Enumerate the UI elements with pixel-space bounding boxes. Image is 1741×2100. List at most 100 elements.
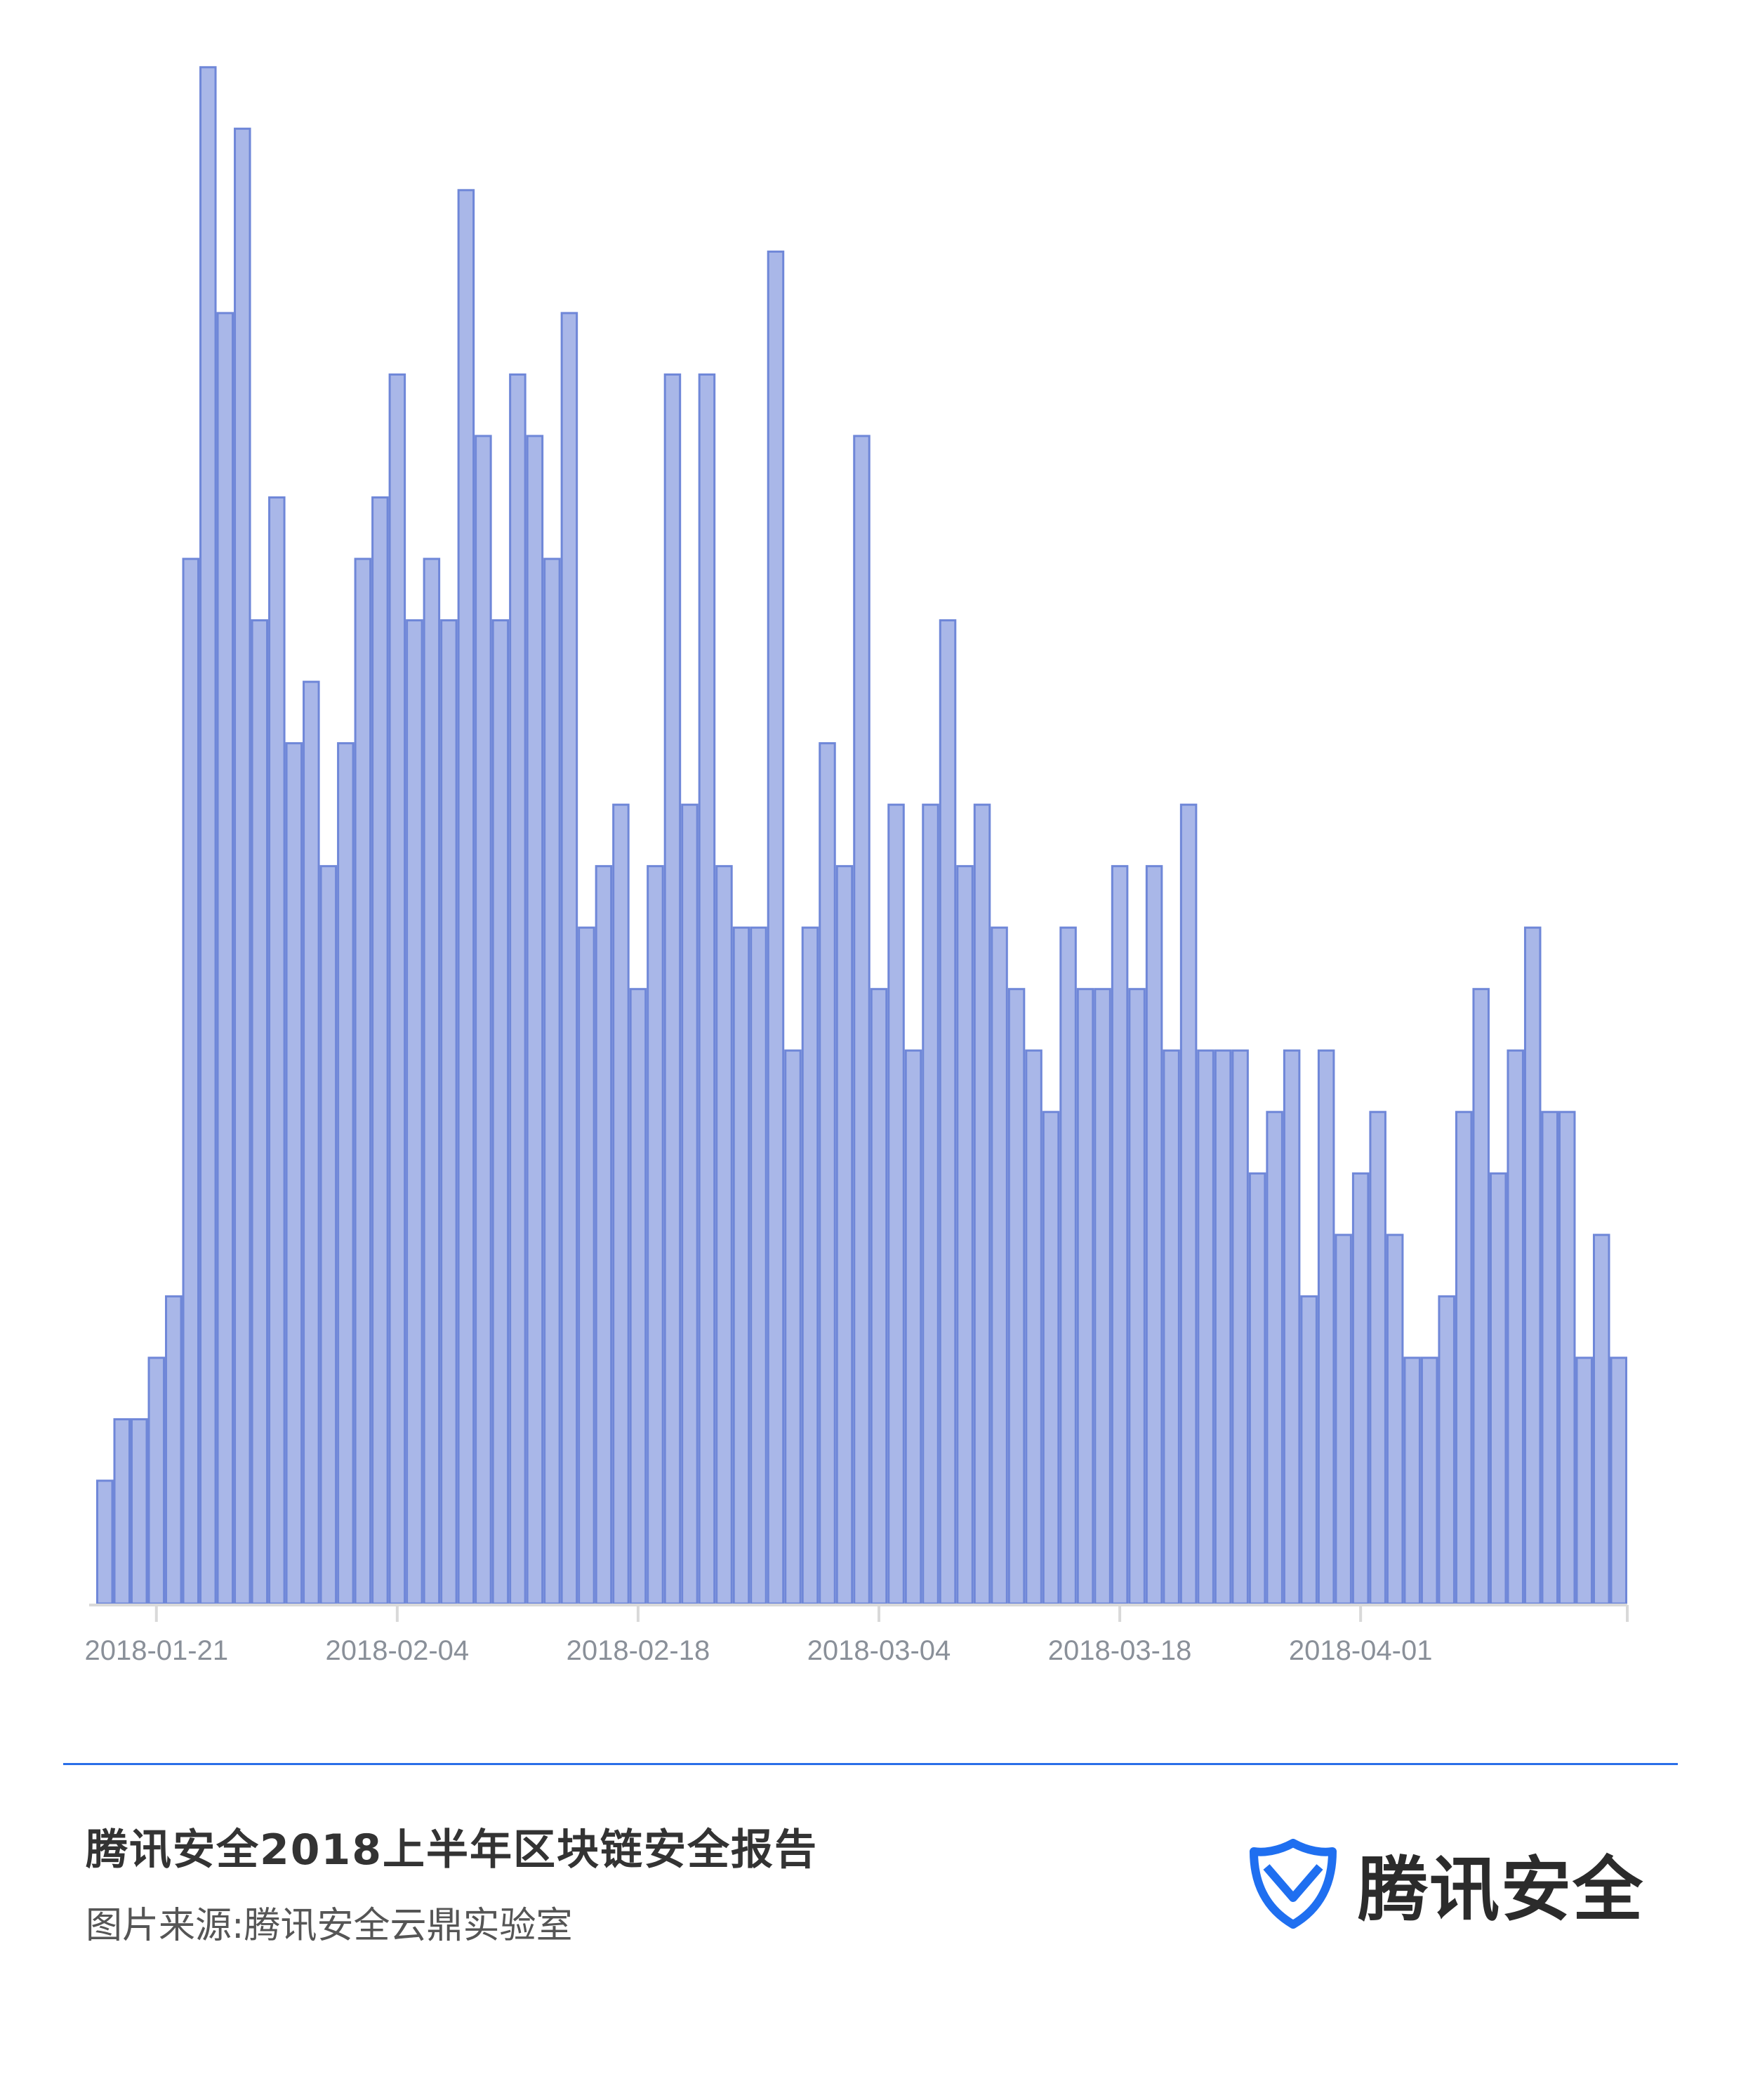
bar (1300, 1295, 1318, 1605)
bar (1523, 926, 1542, 1605)
bar (1128, 988, 1146, 1605)
bar (1403, 1356, 1421, 1605)
x-tick-label: 2018-02-18 (567, 1635, 710, 1666)
bar (750, 926, 767, 1605)
bar (853, 435, 870, 1605)
bar (1163, 1049, 1180, 1605)
bar (371, 496, 389, 1605)
bar (1076, 988, 1094, 1605)
bar (784, 1049, 802, 1605)
bars-group (96, 66, 1628, 1605)
bar (578, 926, 595, 1605)
bar (1248, 1172, 1266, 1605)
bar (1042, 1111, 1060, 1605)
bar (1455, 1111, 1473, 1605)
bar (131, 1418, 148, 1605)
bar (113, 1418, 131, 1605)
bar (681, 803, 699, 1605)
bar (251, 619, 269, 1605)
bar (354, 557, 372, 1605)
bar (767, 250, 785, 1605)
bar (182, 557, 200, 1605)
x-tick-label: 2018-03-18 (1048, 1635, 1192, 1666)
bar (1179, 803, 1198, 1605)
bar (96, 1479, 114, 1605)
report-title: 腾讯安全2018上半年区块链安全报告 (86, 1825, 818, 1875)
bar (1111, 865, 1129, 1605)
bar (801, 926, 819, 1605)
bar (285, 742, 303, 1605)
bar (509, 373, 527, 1605)
bar (337, 742, 355, 1605)
bar (1351, 1172, 1370, 1605)
x-tick-label: 2018-03-04 (807, 1635, 951, 1666)
bar (1214, 1049, 1232, 1605)
bar (819, 742, 836, 1605)
bar (1558, 1111, 1576, 1605)
bar (612, 803, 630, 1605)
bar (629, 988, 647, 1605)
bar (199, 66, 217, 1605)
bar-chart: 2018-01-21 2018-02-04 2018-02-18 2018-03-04… (84, 66, 1629, 1666)
bar (939, 619, 957, 1605)
bar (1438, 1295, 1455, 1605)
bar (268, 496, 286, 1605)
bar (698, 373, 716, 1605)
bar (870, 988, 888, 1605)
bar (526, 435, 544, 1605)
bar (1266, 1111, 1283, 1605)
bar (973, 803, 991, 1605)
bar (147, 1356, 166, 1605)
bar (165, 1295, 183, 1605)
tencent-security-logo: 腾讯安全 (1250, 1832, 1644, 1934)
bar (1592, 1234, 1610, 1605)
bar (647, 865, 664, 1605)
bar (715, 865, 733, 1605)
bar (1317, 1049, 1335, 1605)
bar (543, 557, 561, 1605)
bar (1369, 1111, 1386, 1605)
bar (1541, 1111, 1558, 1605)
bar (319, 865, 338, 1605)
shield-check-icon (1250, 1838, 1337, 1929)
bar (423, 557, 441, 1605)
bar (1335, 1234, 1352, 1605)
footer-divider (63, 1763, 1678, 1765)
bar (1575, 1356, 1593, 1605)
bar (303, 680, 320, 1605)
x-ticks-group: 2018-01-21 2018-02-04 2018-02-18 2018-03-04… (84, 1605, 1629, 1666)
bar (956, 865, 974, 1605)
x-tick-label: 2018-04-01 (1289, 1635, 1433, 1666)
bar (732, 926, 750, 1605)
bar (1025, 1049, 1042, 1605)
bar (1507, 1049, 1524, 1605)
bar (1094, 988, 1111, 1605)
bar (1420, 1356, 1438, 1605)
bar (457, 189, 475, 1605)
bar (1610, 1356, 1628, 1605)
bar (922, 803, 939, 1605)
bar (1489, 1172, 1507, 1605)
bar (216, 312, 234, 1605)
x-tick-label: 2018-02-04 (326, 1635, 470, 1666)
bar (475, 435, 492, 1605)
bar (1059, 926, 1077, 1605)
bar (595, 865, 613, 1605)
bar (835, 865, 854, 1605)
bar (1007, 988, 1026, 1605)
bar (1145, 865, 1163, 1605)
bar (1197, 1049, 1214, 1605)
bar (406, 619, 423, 1605)
bar (1231, 1049, 1249, 1605)
bar (663, 373, 682, 1605)
bar (560, 312, 578, 1605)
x-tick-label: 2018-01-21 (84, 1635, 228, 1666)
bar (991, 926, 1008, 1605)
logo-text: 腾讯安全 (1358, 1849, 1644, 1931)
bar (1472, 988, 1490, 1605)
bar (388, 373, 406, 1605)
bar (1386, 1234, 1404, 1605)
bar (904, 1049, 922, 1605)
bar (440, 619, 458, 1605)
bar (887, 803, 905, 1605)
